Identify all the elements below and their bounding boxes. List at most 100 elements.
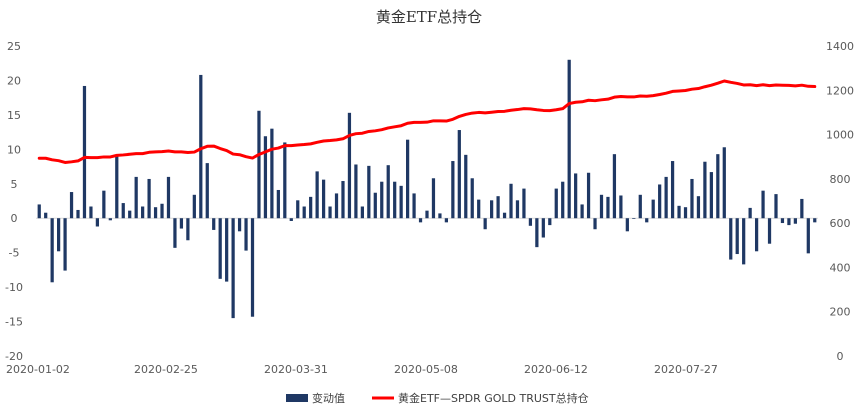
bar xyxy=(561,181,565,219)
bar xyxy=(367,165,371,219)
bar xyxy=(522,188,526,219)
bar xyxy=(742,218,746,265)
bar xyxy=(509,183,513,219)
chart-title: 黄金ETF总持仓 xyxy=(376,8,482,26)
bar xyxy=(645,218,649,223)
bar xyxy=(309,196,313,219)
bar xyxy=(735,218,739,255)
bar xyxy=(632,218,636,219)
bar xyxy=(82,85,87,219)
bar xyxy=(283,142,287,219)
y-axis-right: 0 200 400 600 800 1000 1200 1400 xyxy=(826,40,854,363)
x-tick-label: 2020-07-27 xyxy=(654,363,718,376)
bar xyxy=(638,194,642,219)
bar xyxy=(121,203,125,219)
bar xyxy=(341,181,345,219)
bar xyxy=(63,218,67,271)
bar xyxy=(406,139,410,219)
bar xyxy=(729,218,733,260)
bar xyxy=(548,218,552,226)
bar xyxy=(386,165,390,219)
y-left-tick-label: 10 xyxy=(7,143,21,156)
bar xyxy=(321,179,326,219)
bar xyxy=(354,164,358,219)
y-axis-left: -20 -15 -10 -5 0 5 10 15 20 25 xyxy=(5,40,23,363)
bar xyxy=(490,200,494,219)
bar xyxy=(787,218,791,226)
y-right-tick-label: 400 xyxy=(830,261,851,274)
bar xyxy=(380,181,384,219)
bar xyxy=(612,154,617,219)
bar xyxy=(464,154,468,219)
bar xyxy=(800,198,804,219)
bar xyxy=(528,218,533,226)
y-left-tick-label: -5 xyxy=(9,247,20,260)
bar xyxy=(276,189,280,219)
bar xyxy=(793,218,797,224)
bar xyxy=(451,161,455,219)
bar xyxy=(328,206,332,219)
bar xyxy=(270,128,274,219)
bar xyxy=(606,196,610,219)
y-right-tick-label: 800 xyxy=(830,173,851,186)
bar xyxy=(535,218,539,248)
bar xyxy=(470,178,474,219)
bar xyxy=(205,163,209,219)
bar xyxy=(257,110,261,219)
x-tick-label: 2020-02-25 xyxy=(134,363,198,376)
y-left-tick-label: -20 xyxy=(5,350,23,363)
legend: 变动值 黄金ETF—SPDR GOLD TRUST总持仓 xyxy=(286,391,589,405)
bar xyxy=(69,192,74,219)
bar xyxy=(767,218,772,244)
y-left-tick-label: 15 xyxy=(7,109,21,122)
bar xyxy=(89,206,93,219)
bar xyxy=(574,173,578,219)
bar xyxy=(289,218,293,221)
bar-series xyxy=(37,59,817,319)
bar xyxy=(431,178,436,219)
bar xyxy=(412,193,416,219)
bar xyxy=(250,218,255,317)
y-right-tick-label: 1000 xyxy=(826,129,854,142)
bar xyxy=(483,218,487,230)
bar xyxy=(541,218,545,238)
bar xyxy=(57,218,61,252)
bar xyxy=(457,130,461,219)
bar xyxy=(263,136,268,219)
bar xyxy=(173,218,177,248)
bar xyxy=(709,172,713,219)
bar xyxy=(231,218,235,319)
bar xyxy=(186,218,190,241)
bar xyxy=(360,206,364,219)
bar xyxy=(334,193,339,219)
bar xyxy=(179,218,184,229)
bar xyxy=(199,74,203,219)
bar xyxy=(683,207,688,219)
bar xyxy=(593,218,597,230)
bar xyxy=(44,212,48,219)
bar xyxy=(192,194,196,219)
y-left-tick-label: -10 xyxy=(5,281,23,294)
y-left-tick-label: 25 xyxy=(7,40,21,53)
bar xyxy=(425,210,429,219)
y-right-tick-label: 1400 xyxy=(826,40,854,53)
bar xyxy=(438,213,442,219)
y-right-tick-label: 600 xyxy=(830,217,851,230)
bar xyxy=(567,59,571,219)
bar xyxy=(761,190,765,219)
bar xyxy=(237,218,242,232)
y-left-tick-label: 0 xyxy=(11,212,18,225)
y-left-tick-label: 5 xyxy=(11,178,18,191)
legend-line-label: 黄金ETF—SPDR GOLD TRUST总持仓 xyxy=(398,391,589,405)
bar xyxy=(115,154,119,219)
x-axis: 2020-01-02 2020-02-25 2020-03-31 2020-05-08… xyxy=(6,363,718,376)
bar xyxy=(813,218,817,223)
y-right-tick-label: 200 xyxy=(830,306,851,319)
bar xyxy=(677,205,681,219)
bar xyxy=(393,181,397,219)
holdings-line xyxy=(37,79,817,164)
bar xyxy=(399,185,403,219)
bar xyxy=(147,178,151,219)
bar xyxy=(296,200,300,219)
bar xyxy=(302,206,306,219)
